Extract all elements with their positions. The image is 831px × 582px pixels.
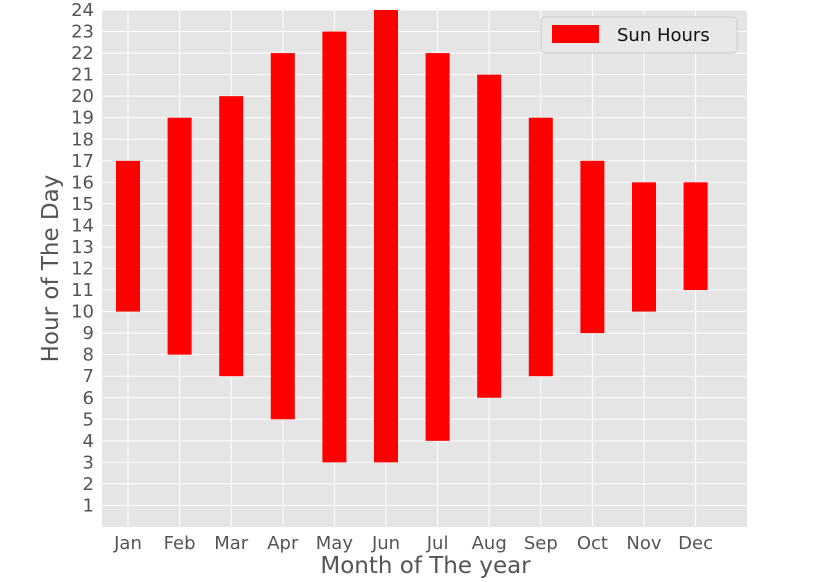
y-tick-label: 9: [83, 323, 94, 344]
bar-nov: [632, 182, 656, 312]
y-tick-label: 1: [83, 495, 94, 516]
x-tick-label: Aug: [472, 533, 507, 554]
x-tick-label: May: [316, 533, 354, 554]
y-tick-label: 23: [71, 22, 94, 43]
bar-may: [322, 31, 347, 463]
x-tick-label: Nov: [626, 533, 661, 554]
y-tick-label: 12: [71, 259, 94, 280]
y-tick-label: 3: [83, 452, 94, 473]
y-tick-label: 22: [71, 43, 94, 64]
y-tick-label: 18: [71, 129, 94, 150]
y-tick-label: 20: [71, 86, 94, 107]
bars: [116, 10, 708, 463]
y-tick-label: 13: [71, 237, 94, 258]
y-tick-label: 21: [71, 65, 94, 86]
y-tick-label: 8: [83, 345, 94, 366]
y-tick-label: 16: [71, 172, 94, 193]
y-tick-label: 11: [71, 280, 94, 301]
bar-feb: [167, 117, 192, 355]
y-tick-label: 7: [83, 366, 94, 387]
legend: Sun Hours: [540, 16, 738, 54]
y-tick-label: 5: [83, 409, 94, 430]
y-tick-label: 24: [71, 0, 94, 21]
y-axis-title: Hour of The Day: [38, 175, 64, 363]
legend-swatch: [552, 25, 599, 43]
x-tick-label: Apr: [267, 533, 299, 554]
y-tick-label: 4: [83, 431, 94, 452]
x-axis-title: Month of The year: [320, 553, 531, 579]
y-tick-label: 15: [71, 194, 94, 215]
bar-oct: [580, 160, 605, 334]
x-tick-label: Jul: [426, 533, 449, 554]
y-tick-label: 17: [71, 151, 94, 172]
x-tick-label: Sep: [524, 533, 558, 554]
bar-aug: [477, 74, 502, 398]
legend-label: Sun Hours: [617, 25, 710, 46]
bar-mar: [219, 96, 244, 377]
y-tick-label: 14: [71, 215, 94, 236]
bar-jun: [374, 10, 398, 463]
bar-jul: [425, 53, 450, 441]
x-tick-label: Mar: [214, 533, 249, 554]
x-tick-label: Feb: [164, 533, 196, 554]
x-tick-label: Dec: [678, 533, 713, 554]
x-tick-label: Oct: [577, 533, 608, 554]
x-tick-labels: Jan Feb Mar Apr May Jun Jul Aug Sep Oct Nov Dec: [113, 533, 713, 554]
bar-apr: [270, 53, 295, 420]
bar-dec: [683, 182, 708, 291]
y-tick-label: 19: [71, 108, 94, 129]
x-tick-label: Jan: [113, 533, 142, 554]
y-tick-label: 10: [71, 302, 94, 323]
bar-sep: [528, 117, 553, 377]
y-tick-label: 2: [83, 474, 94, 495]
y-tick-label: 6: [83, 388, 94, 409]
bar-jan: [116, 160, 140, 312]
x-tick-label: Jun: [371, 533, 400, 554]
